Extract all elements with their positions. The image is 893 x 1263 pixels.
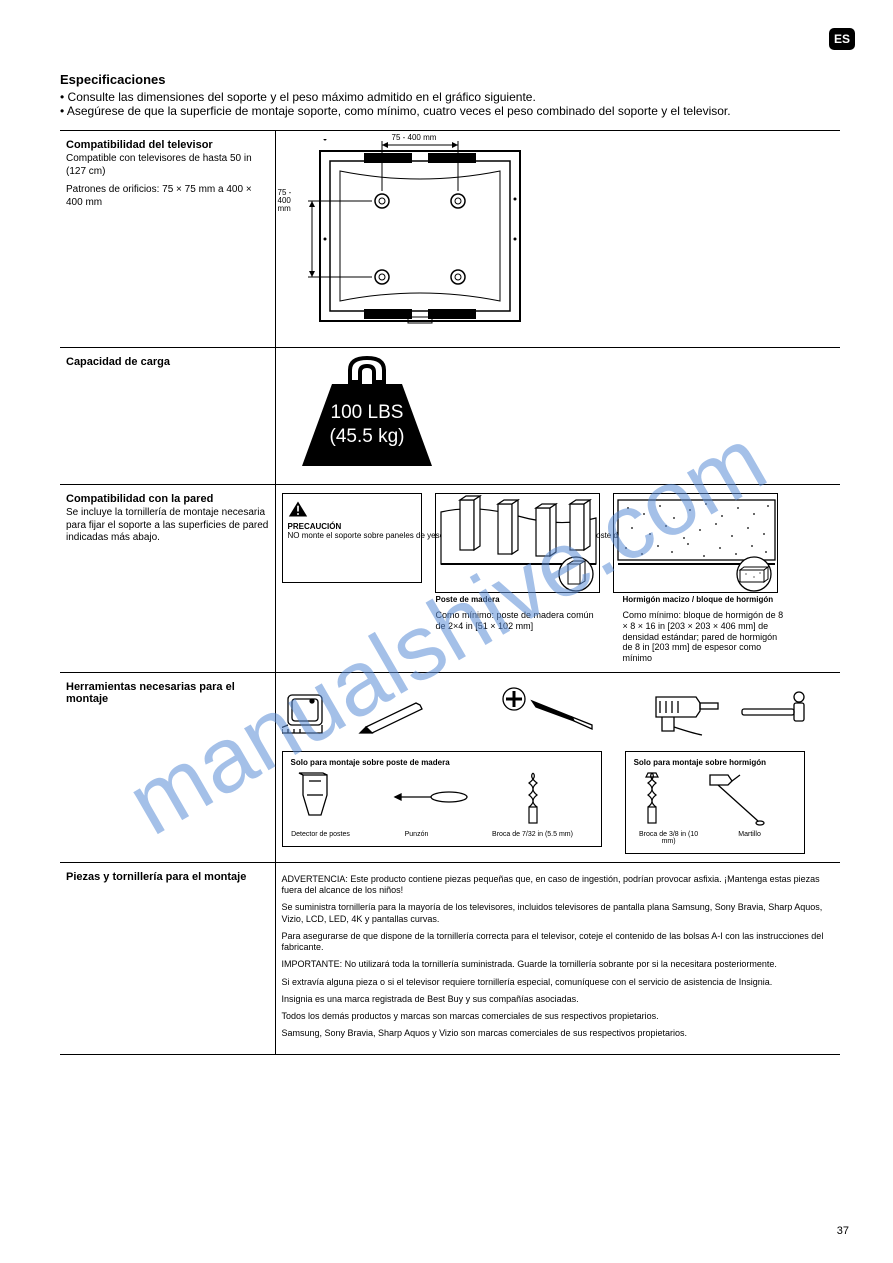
awl-icon bbox=[395, 792, 467, 802]
tools-label: Herramientas necesarias para el montaje bbox=[66, 681, 269, 705]
parts-p2: Se suministra tornillería para la mayorí… bbox=[282, 902, 835, 925]
language-badge: ES bbox=[829, 28, 855, 50]
spec-bullet-2: • Asegúrese de que la superficie de mont… bbox=[60, 104, 731, 118]
wood-item-1: Detector de postes bbox=[291, 831, 351, 838]
concrete-figure bbox=[613, 493, 778, 593]
tape-measure-icon bbox=[282, 695, 322, 733]
stud-note: Como mínimo: poste de madera común de 2×… bbox=[436, 610, 601, 632]
warning-icon bbox=[288, 500, 308, 518]
drillbit-wood-icon bbox=[529, 773, 537, 823]
page-number: 37 bbox=[837, 1225, 849, 1237]
wood-item-3: Broca de 7/32 in (5.5 mm) bbox=[483, 831, 583, 838]
wood-tools-title: Solo para montaje sobre poste de madera bbox=[291, 758, 593, 767]
parts-p4: IMPORTANTE: No utilizará toda la tornill… bbox=[282, 959, 835, 970]
parts-p6: Insignia es una marca registrada de Best… bbox=[282, 994, 835, 1005]
stud-label: Poste de madera bbox=[436, 595, 500, 604]
tv-compat-line1: Compatible con televisores de hasta 50 i… bbox=[66, 153, 269, 178]
tv-dim-v: 75 - 400 mm bbox=[278, 189, 292, 213]
screwdriver-icon bbox=[503, 688, 592, 729]
pencil-icon bbox=[360, 703, 422, 733]
tv-dim-h: 75 - 400 mm bbox=[392, 133, 437, 142]
spec-title: Especificaciones bbox=[60, 72, 166, 87]
studfinder-icon bbox=[299, 773, 327, 815]
parts-label: Piezas y tornillería para el montaje bbox=[66, 871, 269, 883]
row-wall: Compatibilidad con la pared Se incluye l… bbox=[60, 485, 840, 673]
caution-box: PRECAUCIÓN NO monte el soporte sobre pan… bbox=[282, 493, 422, 583]
drill-icon bbox=[656, 697, 718, 735]
tv-compat-line2: Patrones de orificios: 75 × 75 mm a 400 … bbox=[66, 184, 269, 209]
wood-tools-box: Solo para montaje sobre poste de madera bbox=[282, 751, 602, 847]
spec-bullet-1: • Consulte las dimensiones del soporte y… bbox=[60, 90, 536, 104]
tv-compat-label: Compatibilidad del televisor bbox=[66, 139, 269, 151]
row-parts: Piezas y tornillería para el montaje ADV… bbox=[60, 862, 840, 1054]
conc-item-1: Broca de 3/8 in (10 mm) bbox=[634, 831, 704, 845]
parts-p1: ADVERTENCIA: Este producto contiene piez… bbox=[282, 874, 835, 897]
tv-back-diagram bbox=[282, 139, 542, 339]
wood-stud-figure bbox=[435, 493, 600, 593]
concrete-tools-box: Solo para montaje sobre hormigón bbox=[625, 751, 805, 854]
weight-lbs: 100 LBS bbox=[330, 402, 403, 423]
parts-p5: Si extravía alguna pieza o si el televis… bbox=[282, 977, 835, 988]
wall-desc: Se incluye la tornillería de montaje nec… bbox=[66, 507, 269, 545]
conc-note: Como mínimo: bloque de hormigón de 8 × 8… bbox=[623, 610, 788, 664]
conc-item-2: Martillo bbox=[710, 831, 790, 845]
row-tools: Herramientas necesarias para el montaje bbox=[60, 672, 840, 862]
parts-p8: Samsung, Sony Bravia, Sharp Aquos y Vizi… bbox=[282, 1028, 835, 1039]
parts-p7: Todos los demás productos y marcas son m… bbox=[282, 1011, 835, 1022]
parts-p3: Para asegurarse de que dispone de la tor… bbox=[282, 931, 835, 954]
drillbit-masonry-icon bbox=[646, 773, 658, 823]
row-tv-compat: Compatibilidad del televisor Compatible … bbox=[60, 131, 840, 348]
hammer-icon bbox=[710, 775, 764, 825]
spec-table: Compatibilidad del televisor Compatible … bbox=[60, 130, 840, 1055]
weight-label: Capacidad de carga bbox=[66, 356, 269, 368]
caution-title: PRECAUCIÓN bbox=[288, 522, 342, 531]
row-weight: Capacidad de carga 100 LBS (45.5 kg) bbox=[60, 348, 840, 485]
wrench-icon bbox=[742, 692, 804, 721]
page: manualshive.com ES Especificaciones • Co… bbox=[0, 0, 893, 1263]
wall-label: Compatibilidad con la pared bbox=[66, 493, 269, 505]
wood-item-2: Punzón bbox=[357, 831, 477, 838]
spec-header: Especificaciones • Consulte las dimensio… bbox=[60, 72, 833, 118]
weight-icon: 100 LBS (45.5 kg) bbox=[282, 356, 452, 476]
weight-kg: (45.5 kg) bbox=[329, 426, 404, 447]
concrete-tools-title: Solo para montaje sobre hormigón bbox=[634, 758, 796, 767]
conc-label: Hormigón macizo / bloque de hormigón bbox=[623, 595, 774, 604]
tools-common bbox=[282, 687, 835, 737]
